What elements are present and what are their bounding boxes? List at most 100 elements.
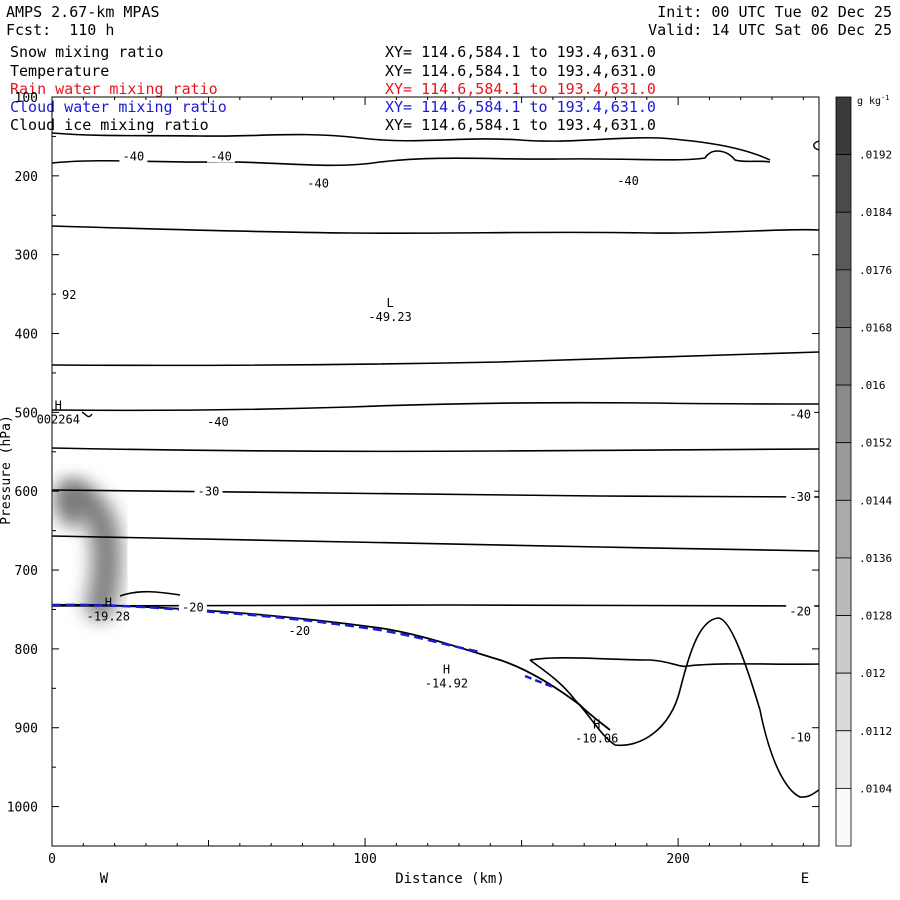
colorbar-label: .0168 (859, 321, 892, 334)
field-name-rain: Rain water mixing ratio (10, 80, 218, 98)
colorbar-unit-exponent: -1 (881, 94, 889, 102)
field-name-snow: Snow mixing ratio (10, 43, 164, 61)
forecast-hour: Fcst: 110 h (6, 21, 115, 39)
field-xy-temperature: XY= 114.6,584.1 to 193.4,631.0 (385, 62, 656, 80)
isotherm-line (529, 656, 819, 668)
isotherm-line (52, 604, 819, 607)
isotherm-line (119, 590, 181, 597)
x-axis-label: Distance (km) (395, 871, 505, 887)
colorbar-box (835, 384, 852, 444)
contour-label: -40 (307, 176, 329, 190)
x-tick-label: 100 (353, 852, 376, 867)
contour-label-bg (786, 407, 815, 421)
field-name-cloud-ice: Cloud ice mixing ratio (10, 116, 209, 134)
colorbar-box (835, 442, 852, 501)
contour-label: -30 (789, 490, 811, 504)
contour-label-bg (207, 149, 236, 163)
y-tick-label: 300 (15, 249, 38, 264)
extremum-type: L (386, 296, 393, 310)
colorbar-label: .0152 (859, 437, 892, 450)
cloud-water-contour (52, 603, 481, 654)
contour-label: -40 (207, 415, 229, 429)
contour-label: -40 (210, 149, 232, 163)
isotherm-line (52, 447, 819, 453)
y-tick-label: 500 (15, 406, 38, 421)
contour-label: -40 (617, 174, 639, 188)
contour-label-bg (119, 149, 148, 163)
contour-label-bg (194, 484, 223, 498)
isotherm-line (52, 489, 819, 498)
extremum-type: H (593, 718, 600, 732)
contour-label-bg (786, 730, 815, 744)
colorbar-box (835, 730, 852, 789)
y-tick-label: 200 (15, 170, 38, 185)
colorbar-label: .0104 (859, 782, 892, 795)
contour-label-bg (178, 600, 207, 614)
colorbar-unit: g kg-1 (857, 94, 890, 107)
colorbar-box (835, 327, 852, 386)
extremum-type: H (55, 398, 62, 412)
y-tick-label: 400 (15, 328, 38, 343)
colorbar: .0192 .0184 .0176 .0168 .016 .0152 .0144 .0136.… (835, 94, 892, 847)
y-tick-label: 700 (15, 564, 38, 579)
extremum-value: 002264 (37, 412, 80, 426)
isotherm-line (52, 535, 819, 552)
contour-label: -20 (182, 600, 204, 614)
isotherm-line (52, 225, 819, 235)
y-tick-label: 600 (15, 485, 38, 500)
colorbar-box (835, 615, 852, 674)
contour-label-bg (304, 176, 333, 190)
isotherm-line (813, 140, 819, 151)
x-tick-label: 0 (48, 852, 56, 867)
y-axis: 100 200 300 400 500 600 700 800 900 1000 (7, 91, 819, 847)
init-time: Init: 00 UTC Tue 02 Dec 25 (657, 3, 892, 21)
contour-label-bg (614, 173, 643, 187)
isotherm-line (52, 132, 771, 161)
colorbar-label: .0112 (859, 725, 892, 738)
contour-label-bg (203, 415, 232, 429)
contour-label-bg (285, 624, 314, 638)
colorbar-box (835, 154, 852, 213)
colorbar-box (835, 499, 852, 559)
extremum-value: -10.06 (575, 732, 618, 746)
contour-label: -20 (789, 604, 811, 618)
colorbar-label: .0136 (859, 552, 892, 565)
field-name-cloud-water: Cloud water mixing ratio (10, 98, 227, 116)
isotherm-line (81, 411, 93, 418)
extremum-type: H (105, 595, 112, 609)
colorbar-box (835, 269, 852, 328)
colorbar-label: .012 (859, 667, 886, 680)
isotherm-line (52, 150, 771, 167)
y-axis-label: Pressure (hPa) (0, 415, 14, 525)
field-xy-cloud-water: XY= 114.6,584.1 to 193.4,631.0 (385, 98, 656, 116)
y-tick-label: 1000 (7, 801, 38, 816)
colorbar-label: .0144 (859, 494, 892, 507)
west-label: W (100, 871, 109, 887)
cloud-water-contour (524, 674, 557, 690)
extremum-value: -14.92 (425, 676, 468, 690)
contour-label-bg (786, 604, 815, 618)
extremum-type: H (443, 662, 450, 676)
x-axis: 0 100 200 (48, 97, 804, 867)
isotherm-line (52, 401, 819, 412)
y-tick-label: 900 (15, 722, 38, 737)
colorbar-box (835, 787, 852, 847)
field-xy-cloud-ice: XY= 114.6,584.1 to 193.4,631.0 (385, 116, 656, 134)
east-label: E (801, 871, 809, 887)
y-tick-label: 800 (15, 643, 38, 658)
contour-labels: -40 -40 -40 -40 -40 -40 -30 -30 -20 -20 -20 -10 (119, 149, 815, 745)
field-xy-rain: XY= 114.6,584.1 to 193.4,631.0 (385, 80, 656, 98)
colorbar-label: .0128 (859, 610, 892, 623)
colorbar-box (835, 211, 852, 271)
contour-label: -40 (123, 149, 145, 163)
model-title: AMPS 2.67-km MPAS (6, 3, 160, 21)
isotherm-line (529, 617, 819, 798)
y-tick-label: 100 (15, 91, 38, 106)
colorbar-label: .016 (859, 379, 886, 392)
terrain-surface-line (52, 603, 611, 731)
contour-label: -40 (789, 407, 811, 421)
colorbar-box (835, 557, 852, 616)
valid-time: Valid: 14 UTC Sat 06 Dec 25 (648, 21, 892, 39)
